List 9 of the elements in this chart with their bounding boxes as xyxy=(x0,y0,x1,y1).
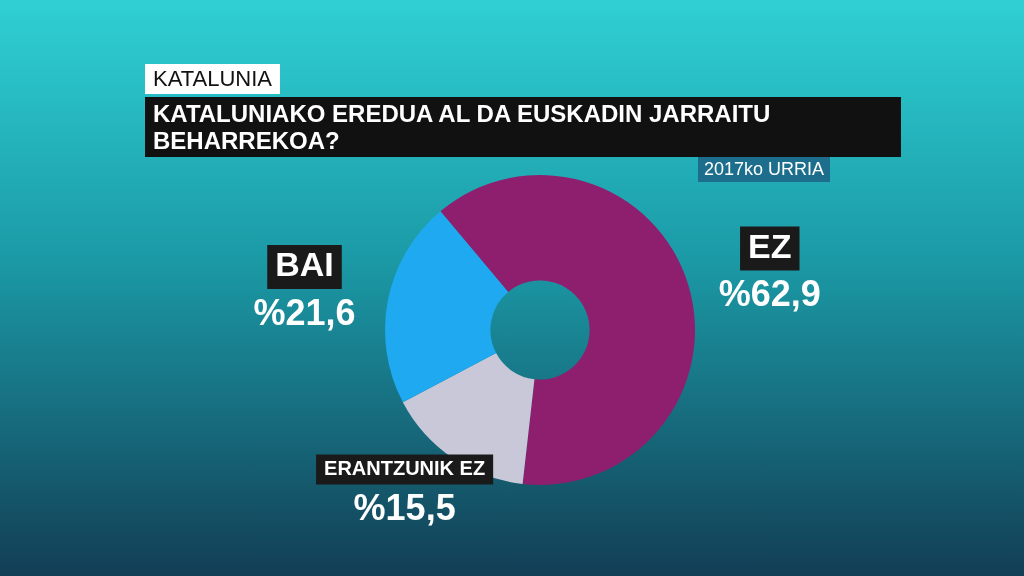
slice-label: EZ xyxy=(748,226,792,265)
slice-label: BAI xyxy=(275,245,334,284)
text: 2017ko URRIA xyxy=(698,157,831,182)
data-label: %62,9 xyxy=(718,273,821,315)
chart-subtitle: KATALUNIA xyxy=(145,64,280,94)
slice-label: ERANTZUNIK EZ xyxy=(324,457,486,480)
data-label: %21,6 xyxy=(253,291,356,333)
data-label: %15,5 xyxy=(353,487,456,529)
chart-title: KATALUNIAKO EREDUA AL DA EUSKADIN JARRAITU BEHARREKOA? xyxy=(145,97,901,157)
